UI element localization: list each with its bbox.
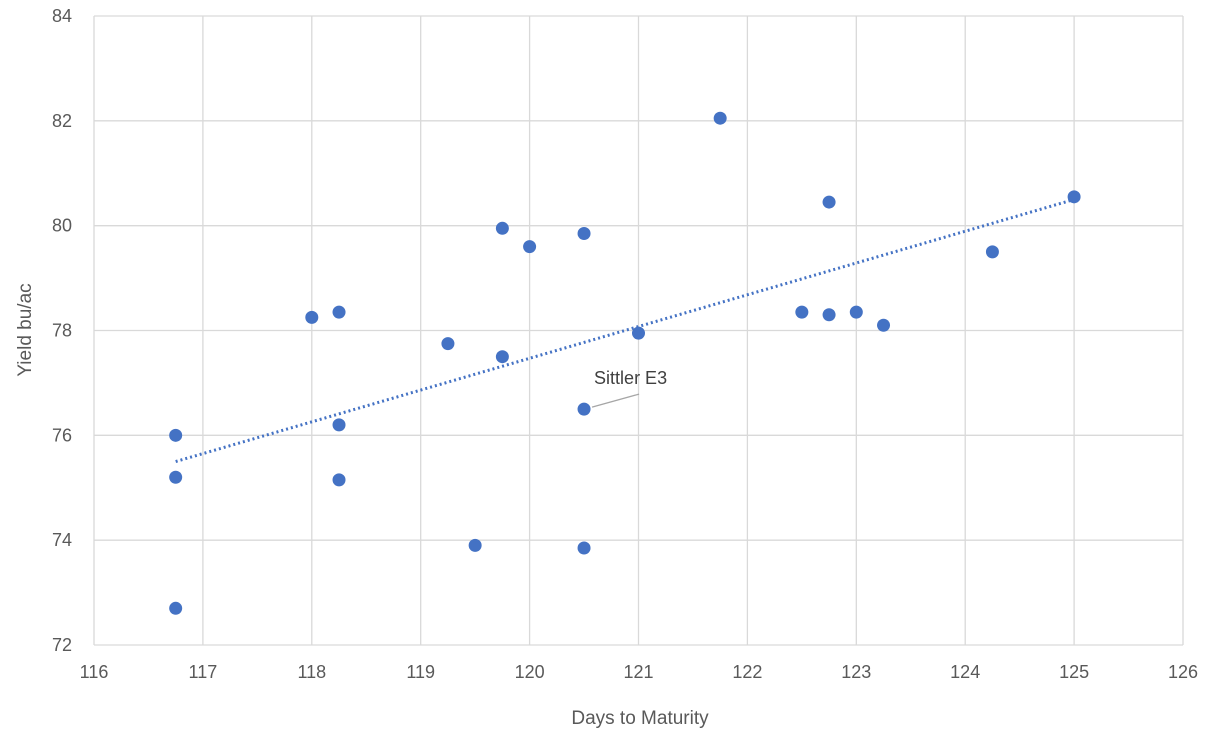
x-axis-ticks: 116 117 118 119 120 121 122 123 124 125 126 bbox=[80, 662, 1198, 682]
y-tick-label: 80 bbox=[52, 216, 72, 236]
x-tick-label: 122 bbox=[732, 662, 762, 682]
data-point bbox=[441, 337, 455, 351]
x-tick-label: 124 bbox=[950, 662, 980, 682]
y-tick-label: 82 bbox=[52, 111, 72, 131]
x-tick-label: 117 bbox=[189, 662, 218, 682]
data-point bbox=[495, 350, 509, 364]
data-point bbox=[523, 240, 537, 254]
trendline bbox=[175, 198, 1075, 463]
data-point bbox=[877, 318, 891, 332]
x-axis-label: Days to Maturity bbox=[571, 708, 709, 729]
x-tick-label: 123 bbox=[841, 662, 871, 682]
data-point bbox=[632, 326, 645, 340]
y-axis-label: Yield bu/ac bbox=[15, 283, 36, 376]
data-point bbox=[332, 473, 346, 487]
y-tick-label: 84 bbox=[52, 6, 72, 26]
x-tick-label: 116 bbox=[80, 662, 109, 682]
y-tick-label: 72 bbox=[52, 635, 72, 655]
data-point bbox=[169, 601, 183, 615]
data-point bbox=[332, 305, 346, 319]
x-tick-label: 126 bbox=[1168, 662, 1198, 682]
gridlines bbox=[93, 15, 1184, 646]
x-tick-label: 118 bbox=[297, 662, 326, 682]
y-tick-label: 78 bbox=[52, 321, 72, 341]
y-axis-ticks: 72 74 76 78 80 82 84 bbox=[52, 6, 72, 655]
data-point bbox=[849, 305, 863, 319]
data-point bbox=[985, 245, 999, 259]
data-point bbox=[305, 310, 319, 324]
data-point bbox=[577, 402, 591, 416]
x-tick-label: 120 bbox=[515, 662, 545, 682]
data-point bbox=[822, 308, 836, 322]
data-point bbox=[332, 418, 346, 432]
data-point bbox=[577, 227, 591, 241]
data-point bbox=[495, 221, 509, 235]
data-point bbox=[822, 195, 836, 209]
annotation-label: Sittler E3 bbox=[594, 368, 667, 388]
annotations: Sittler E3 bbox=[591, 368, 667, 408]
data-points bbox=[169, 111, 1081, 615]
trendline-group bbox=[175, 198, 1075, 463]
data-point bbox=[1067, 190, 1081, 204]
data-point bbox=[577, 541, 591, 555]
x-tick-label: 125 bbox=[1059, 662, 1089, 682]
data-point bbox=[468, 538, 482, 552]
x-tick-label: 121 bbox=[623, 662, 653, 682]
annotation-leader-line bbox=[591, 393, 640, 408]
data-point bbox=[795, 305, 809, 319]
y-tick-label: 76 bbox=[52, 425, 72, 445]
x-tick-label: 119 bbox=[406, 662, 435, 682]
data-point bbox=[713, 111, 727, 125]
data-point bbox=[169, 470, 183, 484]
y-tick-label: 74 bbox=[52, 530, 72, 550]
data-point bbox=[169, 428, 183, 442]
